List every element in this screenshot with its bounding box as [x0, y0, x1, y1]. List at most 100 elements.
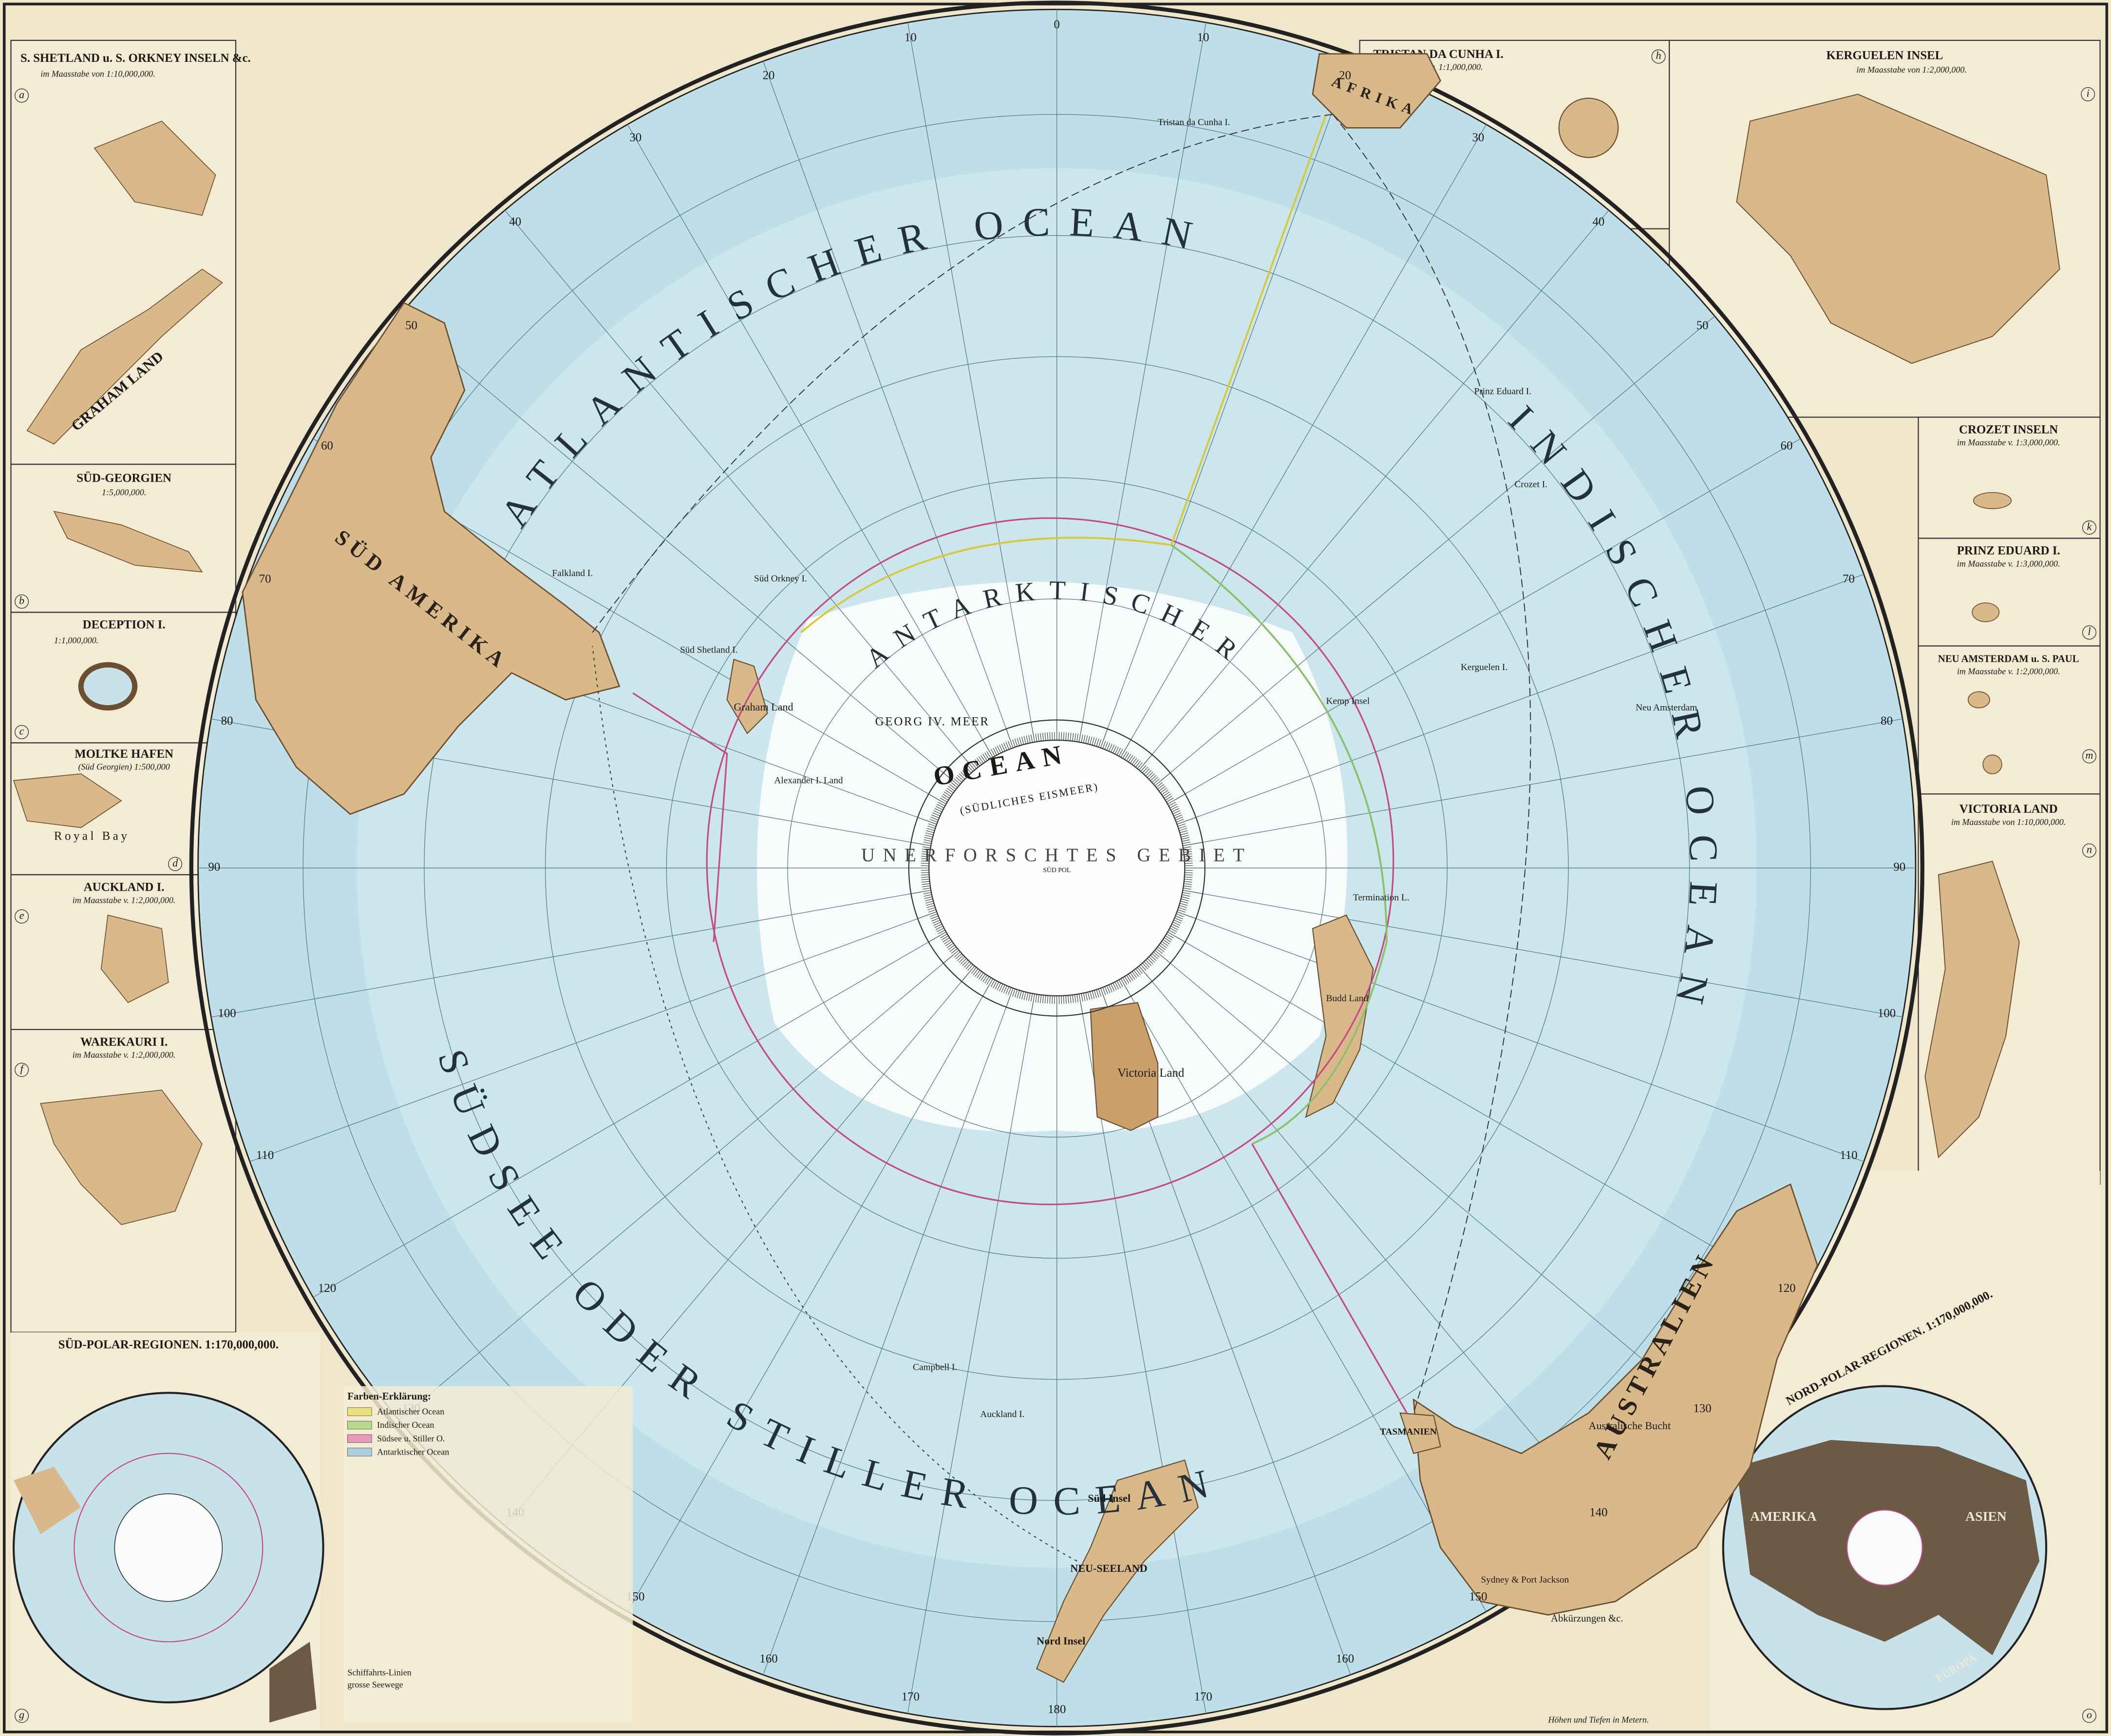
place-label: Tristan da Cunha I. [1158, 117, 1230, 128]
meridian-label: 90 [1893, 860, 1905, 874]
island [1982, 754, 2002, 774]
pole-ring-tick [1156, 948, 1163, 954]
pole-ring-tick [1180, 832, 1188, 836]
pole-ring-tick [931, 917, 940, 922]
island [100, 915, 169, 1003]
pole-ring-tick [1090, 991, 1093, 1000]
inset-letter-ring [2082, 843, 2096, 858]
pole-ring-tick [949, 784, 957, 790]
shipping-route [592, 113, 1333, 633]
pole-ring-tick [1184, 881, 1192, 883]
pole-ring-tick [933, 921, 942, 926]
meridian-label: 70 [259, 573, 271, 586]
pole-ring-tick [938, 802, 945, 806]
pole-ring-tick [1126, 754, 1131, 761]
pole-ring-tick [949, 946, 957, 952]
pole-ring-tick [1163, 791, 1170, 797]
meridian-label: 40 [1592, 215, 1604, 228]
meridian [1131, 124, 1487, 740]
pole-ring-tick [1128, 973, 1133, 981]
island [1972, 602, 2000, 622]
land-africa [1312, 53, 1442, 129]
pole-ring-tick [993, 981, 997, 989]
pole-ring-tick [943, 950, 960, 964]
pole-ring-tick [1078, 993, 1083, 1014]
place-label: Alexander I. Land [774, 775, 843, 785]
inset-label: Royal Bay [54, 829, 130, 842]
pole-ring-tick [1177, 823, 1186, 827]
inset-scale: 1:5,000,000. [102, 487, 146, 497]
antarctic-circle [74, 1453, 264, 1643]
legend-shipping: Schiffahrts-Linien [347, 1668, 411, 1678]
pole-ring-tick [1006, 728, 1014, 748]
pole-ring-tick [1137, 967, 1143, 974]
inset-title: KERGUELEN INSEL [1827, 49, 1943, 62]
pole-ring-tick [921, 863, 929, 864]
inset-title: NEU AMSTERDAM u. S. PAUL [1938, 654, 2079, 665]
pole-ring-tick [1167, 932, 1186, 942]
pole-ring-tick [1035, 994, 1037, 1003]
pole-ring-tick [1008, 987, 1012, 995]
pole-ring-tick [1040, 733, 1042, 741]
inset-scale: im Maasstabe von 1:10,000,000. [40, 69, 155, 79]
pole-ring-tick [1093, 738, 1097, 746]
inset-g: SÜD-POLAR-REGIONEN. 1:170,000,000. g [11, 1332, 324, 1730]
pole-ring-tick [930, 915, 939, 919]
pole-ring-tick [1085, 735, 1088, 744]
meridian [1185, 438, 1801, 795]
inset-n: VICTORIA LAND im Maasstabe von 1:10,000,… [1918, 793, 2101, 1185]
pole-ring-tick [1167, 794, 1186, 804]
pole-ring-tick [999, 745, 1003, 752]
pole-ring-tick [929, 914, 938, 917]
pole-ring-tick [928, 909, 936, 913]
island [1924, 860, 2020, 1158]
pole-ring-tick [1001, 985, 1005, 992]
pole-ring-tick [924, 898, 933, 901]
place-label: Termination L. [1353, 893, 1410, 903]
inset-a: S. SHETLAND u. S. ORKNEY INSELN &c. im M… [10, 39, 251, 465]
island [1736, 93, 2060, 364]
pole-ring-tick [1183, 842, 1203, 846]
pole-ring-tick [1184, 856, 1192, 858]
meridian-label: 60 [1781, 439, 1793, 452]
land-new-zealand [1036, 1459, 1199, 1683]
legend: Farben-Erklärung: Schiffahrts-Linien gro… [343, 1386, 1649, 1724]
unexplored [114, 1493, 223, 1602]
pole-ring-tick [951, 782, 958, 788]
pole-ring-tick [1023, 736, 1026, 744]
pole-ring-tick [922, 881, 930, 883]
pole-ring-tick [1093, 990, 1097, 998]
inset-scale: im Maasstabe von 1:2,000,000. [1856, 65, 1966, 75]
pole-ring-tick [1163, 939, 1170, 945]
pole-ring-tick [1076, 733, 1078, 742]
pole-ring-tick [1112, 746, 1117, 753]
pole-ring-tick [1172, 810, 1180, 815]
pole-ring-tick [1070, 995, 1072, 1004]
pole-ring-tick [1178, 907, 1187, 911]
pole-ring-tick [1160, 943, 1167, 949]
meridian [1107, 61, 1351, 729]
pole-ring-tick [1151, 777, 1158, 783]
pole-ring-tick [986, 751, 992, 759]
pole-ring-tick [973, 761, 979, 767]
pole-ring-tick [1128, 755, 1133, 763]
pole-ring-tick [1145, 770, 1152, 777]
pole-ring-tick [942, 794, 950, 799]
pole-ring-tick [1114, 747, 1119, 754]
shipping-route [592, 646, 1077, 1562]
pole-ring-tick [1061, 995, 1062, 1004]
pole-ring-tick [1012, 739, 1016, 747]
meridian [627, 996, 983, 1612]
pole-ring-tick [1104, 742, 1108, 750]
pole-ring-tick [965, 963, 972, 970]
pole-ring-tick [926, 903, 934, 906]
pole-ring-tick [1083, 993, 1086, 1001]
legend-item: Südsee u. Stiller O. [377, 1434, 445, 1443]
pole-ring-tick [1028, 993, 1031, 1001]
pole-ring-tick [1169, 928, 1177, 933]
pole-ring-tick [1131, 758, 1137, 765]
pole-ring-tick [1169, 802, 1176, 806]
pole-ring-tick [941, 796, 949, 801]
pole-ring-tick [1047, 995, 1049, 1004]
island [26, 268, 223, 445]
